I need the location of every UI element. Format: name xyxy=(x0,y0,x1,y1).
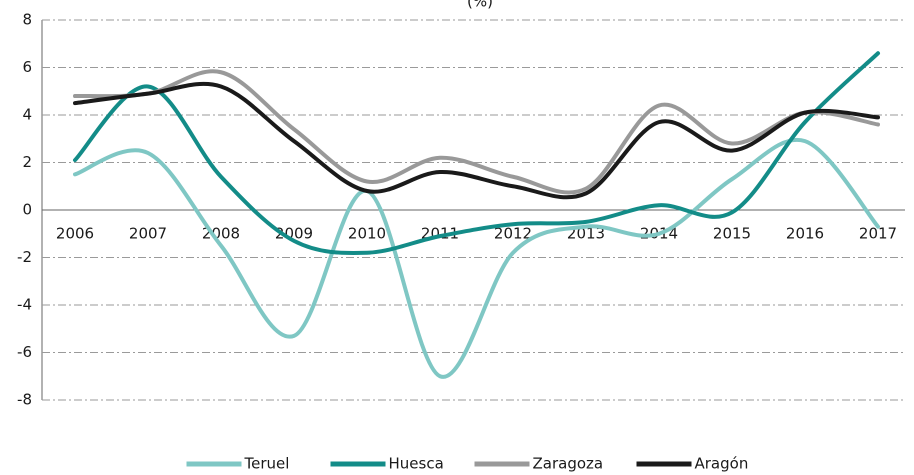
y-tick-label: 0 xyxy=(22,201,32,219)
x-tick-label: 2015 xyxy=(713,225,751,243)
series-line xyxy=(73,137,880,379)
y-tick-label: -6 xyxy=(17,343,32,361)
series-line xyxy=(73,69,880,195)
x-tick-label: 2009 xyxy=(275,225,313,243)
y-tick-label: -4 xyxy=(17,296,32,314)
series-line xyxy=(73,81,880,200)
x-tick-label: 2012 xyxy=(494,225,532,243)
series-line xyxy=(73,51,880,256)
x-tick-label: 2016 xyxy=(786,225,824,243)
y-tick-label: 6 xyxy=(22,58,32,76)
x-tick-label: 2010 xyxy=(348,225,386,243)
legend-label: Teruel xyxy=(244,455,290,473)
legend-label: Aragón xyxy=(695,455,749,473)
x-tick-label: 2017 xyxy=(859,225,897,243)
y-tick-label: -2 xyxy=(17,248,32,266)
x-tick-label: 2006 xyxy=(56,225,94,243)
y-tick-label: 2 xyxy=(22,153,32,171)
x-tick-label: 2007 xyxy=(129,225,167,243)
y-tick-label: -8 xyxy=(17,391,32,409)
x-tick-label: 2008 xyxy=(202,225,240,243)
legend-label: Zaragoza xyxy=(533,455,604,473)
y-tick-label: 8 xyxy=(22,11,32,29)
y-tick-label: 4 xyxy=(22,106,32,124)
legend-label: Huesca xyxy=(389,455,444,473)
chart-title: (%) xyxy=(467,0,493,11)
